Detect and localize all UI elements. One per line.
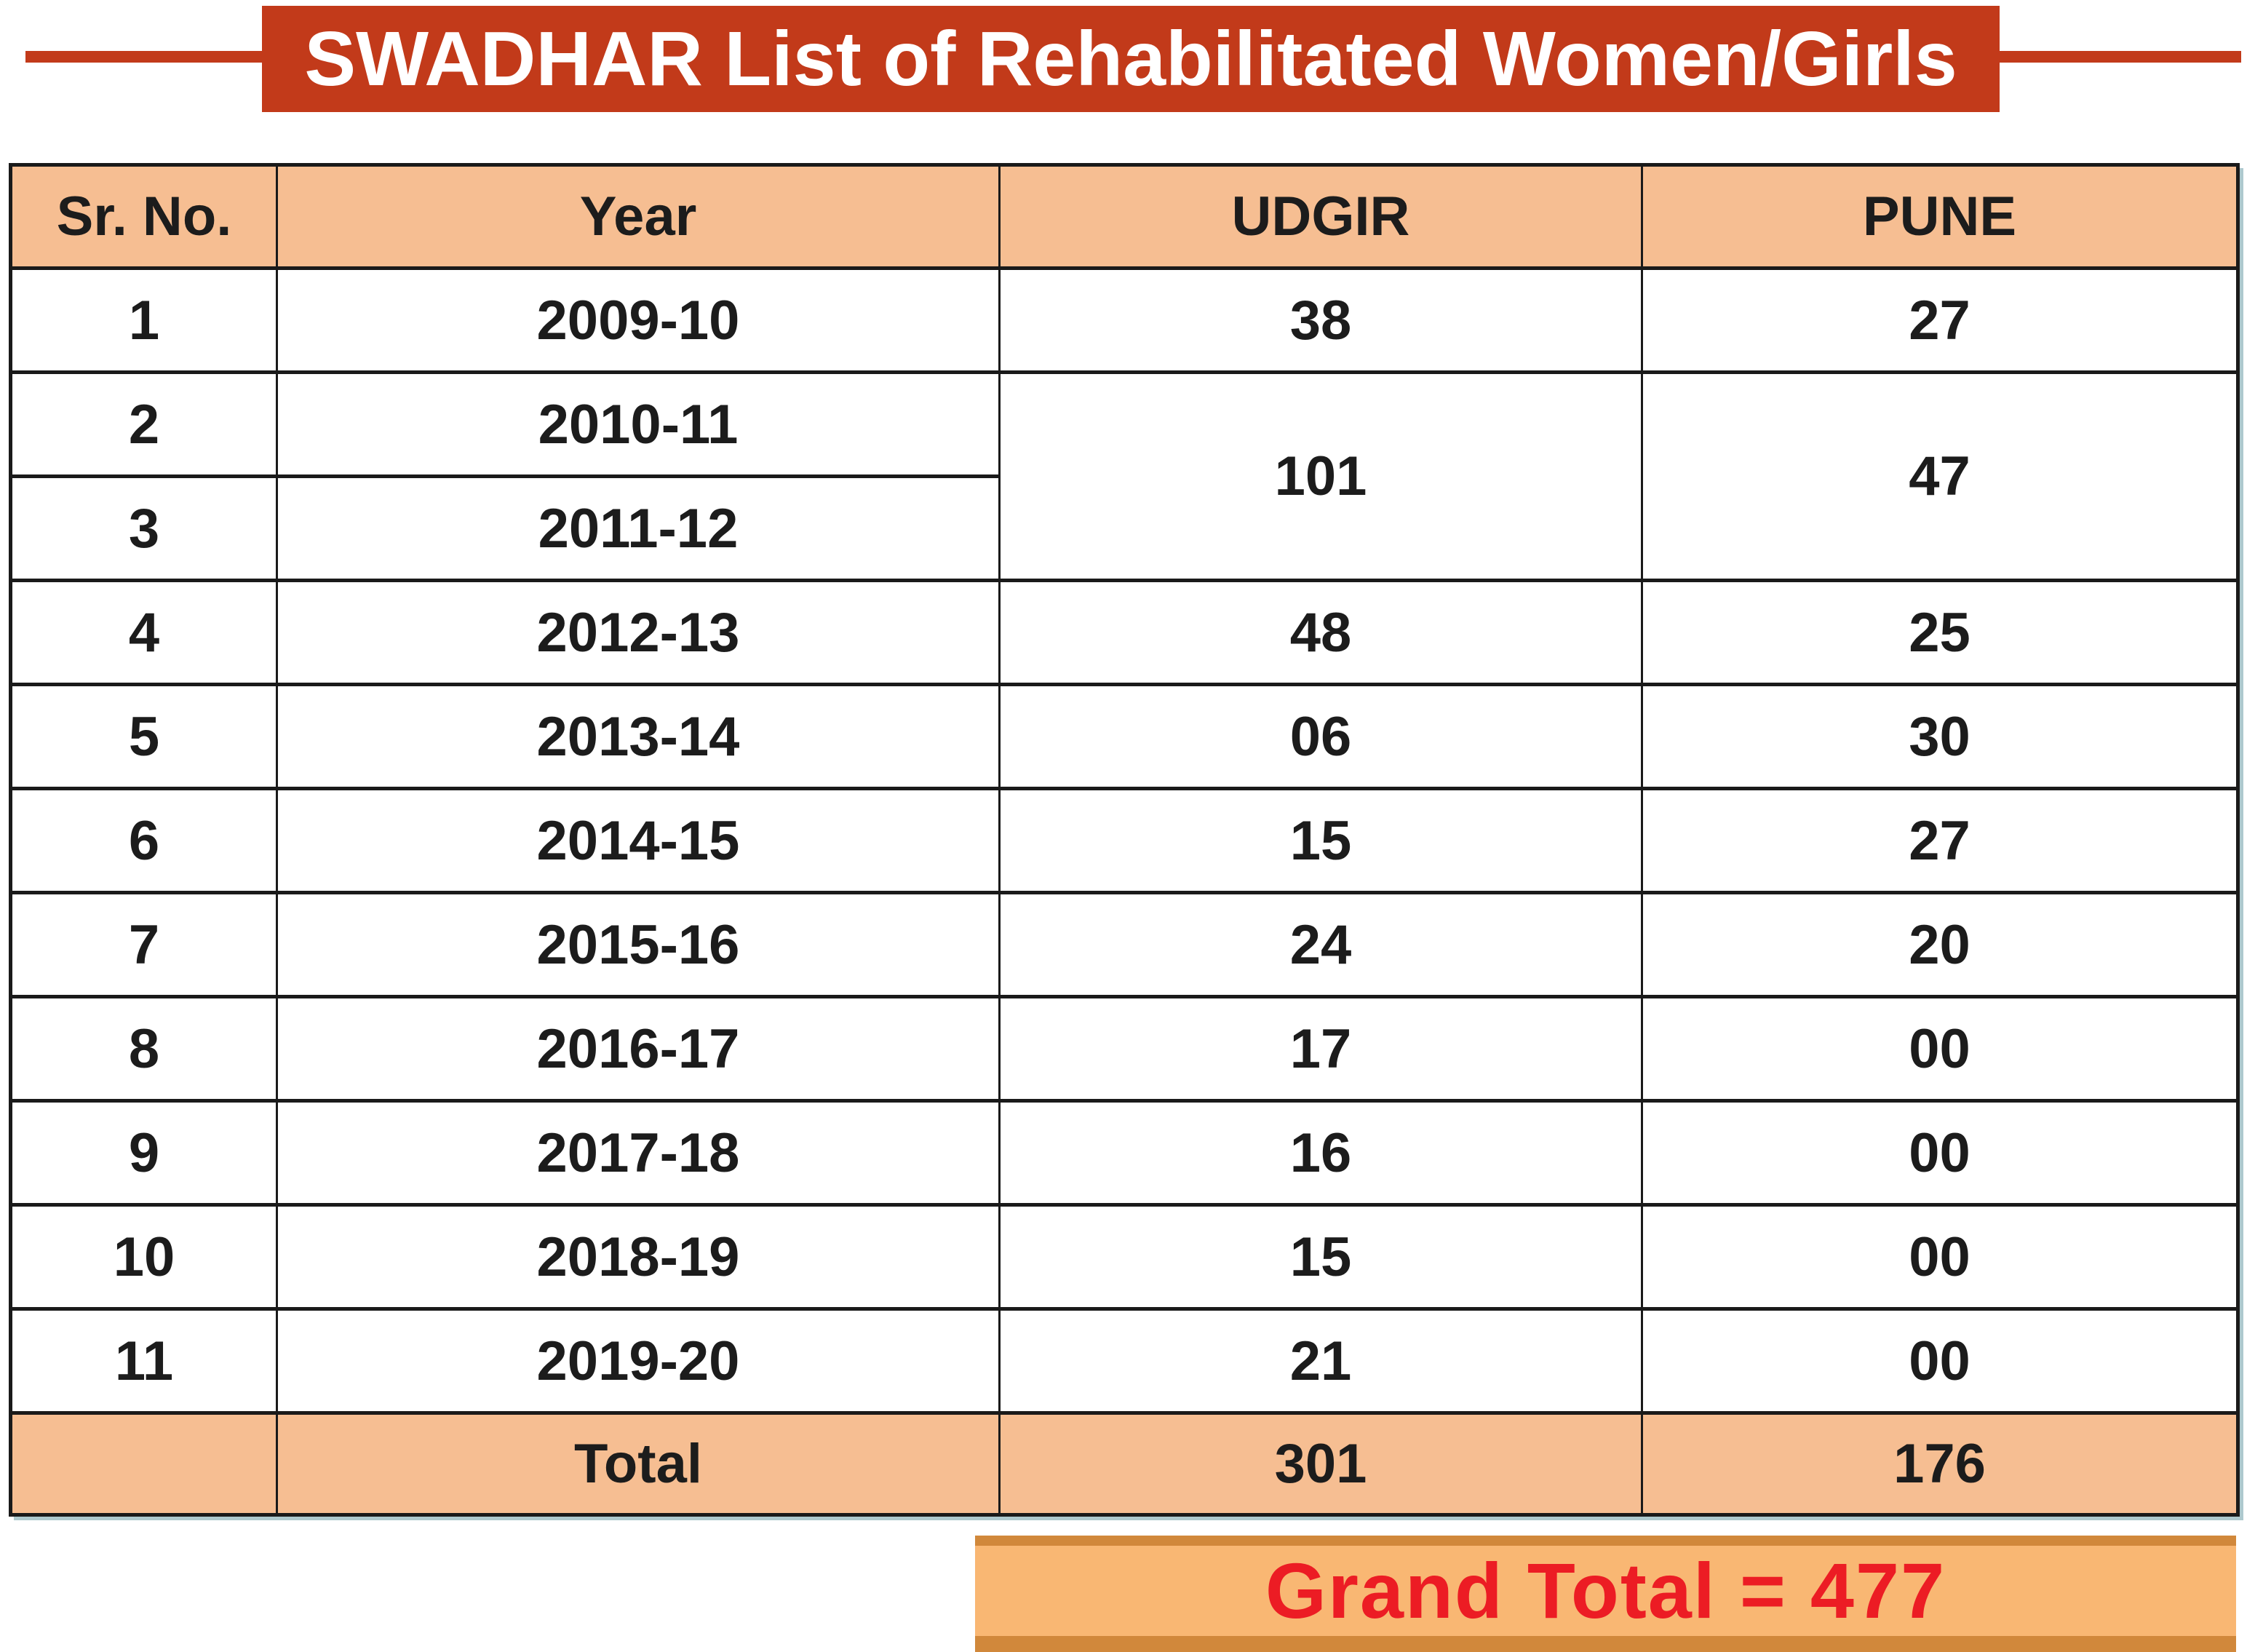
title-left-line — [25, 51, 269, 63]
page-title: SWADHAR List of Rehabilitated Women/Girl… — [304, 16, 1957, 102]
year-cell: 2016-17 — [276, 995, 1001, 1103]
sr-cell: 7 — [9, 891, 278, 998]
sr-cell: 9 — [9, 1099, 278, 1207]
table-row: 11 2019-20 21 00 — [9, 1307, 2239, 1415]
year-cell: 2015-16 — [276, 891, 1001, 998]
table-row: 3 2011-12 — [9, 474, 2238, 582]
udgir-cell: 24 — [998, 891, 1643, 998]
total-sr-cell — [9, 1411, 278, 1517]
year-cell: 2018-19 — [276, 1203, 1001, 1311]
table-row: 6 2014-15 15 27 — [9, 787, 2239, 894]
table-row: 9 2017-18 16 00 — [9, 1099, 2239, 1207]
year-cell: 2014-15 — [276, 787, 1001, 894]
column-header-udgir: UDGIR — [998, 163, 1643, 270]
rehabilitation-table: Sr. No. Year UDGIR PUNE 1 2009-10 38 27 … — [9, 163, 2240, 1517]
total-label-cell: Total — [276, 1411, 1001, 1517]
year-cell: 2012-13 — [276, 579, 1001, 686]
udgir-cell: 15 — [998, 787, 1643, 894]
sr-cell: 10 — [9, 1203, 278, 1311]
udgir-cell: 48 — [998, 579, 1643, 686]
udgir-cell: 21 — [998, 1307, 1643, 1415]
sr-cell: 1 — [9, 266, 278, 374]
year-cell: 2009-10 — [276, 266, 1001, 374]
pune-cell: 00 — [1641, 1307, 2239, 1415]
year-cell: 2011-12 — [276, 474, 1001, 582]
column-header-sr-no: Sr. No. — [9, 163, 278, 270]
header-row: Sr. No. Year UDGIR PUNE — [9, 163, 2239, 270]
sr-cell: 8 — [9, 995, 278, 1103]
udgir-cell-merged: 101 — [998, 370, 1643, 582]
pune-cell: 20 — [1641, 891, 2239, 998]
udgir-cell: 06 — [998, 683, 1643, 790]
sr-cell: 4 — [9, 579, 278, 686]
sr-cell: 6 — [9, 787, 278, 894]
year-cell: 2019-20 — [276, 1307, 1001, 1415]
pune-cell: 00 — [1641, 995, 2239, 1103]
grand-total-text: Grand Total = 477 — [1265, 1546, 1946, 1635]
table-row: 10 2018-19 15 00 — [9, 1203, 2239, 1311]
column-header-year: Year — [276, 163, 1001, 270]
table-row: 8 2016-17 17 00 — [9, 995, 2239, 1103]
pune-cell: 27 — [1641, 266, 2239, 374]
year-cell: 2013-14 — [276, 683, 1001, 790]
udgir-cell: 17 — [998, 995, 1643, 1103]
total-udgir-cell: 301 — [998, 1411, 1643, 1517]
total-pune-cell: 176 — [1641, 1411, 2239, 1517]
pune-cell: 30 — [1641, 683, 2239, 790]
sr-cell: 3 — [9, 474, 278, 582]
table-row: 7 2015-16 24 20 — [9, 891, 2239, 998]
table-row: 5 2013-14 06 30 — [9, 683, 2239, 790]
total-row: Total 301 176 — [9, 1411, 2239, 1517]
table-row: 1 2009-10 38 27 — [9, 266, 2239, 374]
pune-cell: 27 — [1641, 787, 2239, 894]
pune-cell: 00 — [1641, 1099, 2239, 1207]
table-row: 2 2010-11 101 47 — [9, 370, 2239, 582]
column-header-pune: PUNE — [1641, 163, 2239, 270]
udgir-cell: 15 — [998, 1203, 1643, 1311]
grand-total-banner: Grand Total = 477 — [975, 1536, 2236, 1652]
sr-cell: 5 — [9, 683, 278, 790]
title-right-line — [1998, 51, 2241, 63]
title-banner: SWADHAR List of Rehabilitated Women/Girl… — [262, 6, 2000, 112]
pune-cell: 25 — [1641, 579, 2239, 686]
table-row: 4 2012-13 48 25 — [9, 579, 2239, 686]
sr-cell: 2 — [9, 370, 278, 478]
year-cell: 2017-18 — [276, 1099, 1001, 1207]
udgir-cell: 16 — [998, 1099, 1643, 1207]
year-cell: 2010-11 — [276, 370, 1001, 478]
udgir-cell: 38 — [998, 266, 1643, 374]
pune-cell: 00 — [1641, 1203, 2239, 1311]
sr-cell: 11 — [9, 1307, 278, 1415]
pune-cell-merged: 47 — [1641, 370, 2239, 582]
